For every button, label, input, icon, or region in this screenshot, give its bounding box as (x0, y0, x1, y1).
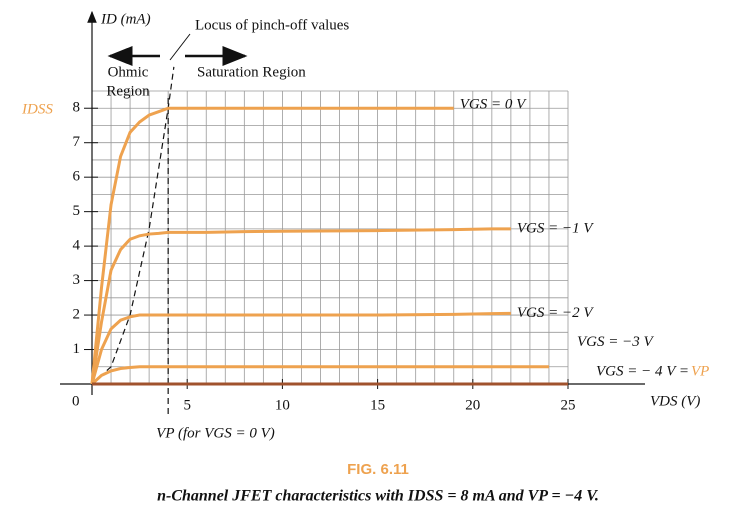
y-tick-label: 4 (73, 238, 81, 254)
series-label-suffix: VP (691, 363, 709, 379)
series-label: VGS = −2 V (517, 305, 594, 321)
caption-title: FIG. 6.11 (347, 461, 409, 478)
idss-label: IDSS (21, 101, 53, 117)
ohmic-label: Ohmic (108, 64, 149, 80)
x-axis-label: VDS (V) (650, 393, 700, 409)
locus-curve (91, 66, 175, 385)
x-tick-label: 15 (370, 397, 385, 413)
x-tick-label: 25 (561, 397, 576, 413)
origin-label: 0 (72, 393, 80, 409)
locus-pointer (169, 33, 191, 61)
series-label: VGS = 0 V (460, 97, 527, 113)
series-label: VGS = − 4 V = (596, 363, 689, 379)
x-tick-label: 20 (465, 397, 480, 413)
saturation-label: Saturation Region (197, 64, 306, 80)
y-tick-label: 3 (73, 272, 81, 288)
y-axis-label: ID (mA) (100, 11, 151, 27)
y-tick-label: 1 (73, 341, 81, 357)
series-label: VGS = −1 V (517, 220, 594, 236)
x-tick-label: 10 (275, 397, 290, 413)
curve (90, 106, 454, 385)
y-tick-label: 5 (73, 203, 81, 219)
series-label: VGS = −3 V (577, 334, 654, 350)
caption: n-Channel JFET characteristics with IDSS… (157, 488, 599, 505)
y-tick-label: 7 (73, 134, 81, 150)
curve (90, 311, 511, 385)
pinch-off-label: VP (for VGS = 0 V) (156, 425, 275, 441)
y-tick-label: 2 (73, 306, 81, 322)
ohmic-label: Region (106, 83, 150, 99)
y-tick-label: 6 (73, 169, 81, 185)
curve (90, 365, 549, 386)
x-tick-label: 5 (183, 397, 191, 413)
locus-label: Locus of pinch-off values (195, 17, 349, 33)
y-tick-label: 8 (73, 100, 81, 116)
curve (90, 227, 511, 385)
